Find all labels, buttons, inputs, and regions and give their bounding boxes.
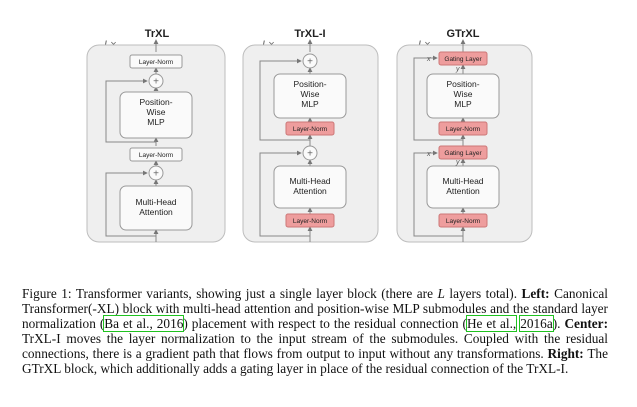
gate-y-label: y xyxy=(455,159,460,166)
left-label: Left: xyxy=(521,286,550,301)
svg-text:Gating Layer: Gating Layer xyxy=(444,150,482,157)
svg-text:Gating Layer: Gating Layer xyxy=(444,56,482,63)
panel-title: TrXL xyxy=(145,28,170,40)
svg-text:+: + xyxy=(153,169,159,180)
citation-link[interactable]: Ba et al., 2016 xyxy=(103,314,185,332)
residual-add: + xyxy=(302,53,318,69)
svg-text:Layer-Norm: Layer-Norm xyxy=(293,126,327,133)
svg-text:Layer-Norm: Layer-Norm xyxy=(446,126,480,133)
gating-layer-block: Gating Layer xyxy=(438,145,488,160)
svg-text:Layer-Norm: Layer-Norm xyxy=(293,218,327,225)
mlp-block: Position-Wise MLP xyxy=(426,73,500,119)
layer-norm-block: Layer-Norm xyxy=(285,121,335,136)
figure-caption: Figure 1: Transformer variants, showing … xyxy=(22,286,609,376)
citation-link[interactable]: 2016a xyxy=(519,314,554,332)
layer-norm-block: Layer-Norm xyxy=(438,213,488,228)
residual-add: + xyxy=(148,73,164,89)
svg-text:+: + xyxy=(153,77,159,88)
layer-norm-block: Layer-Norm xyxy=(285,213,335,228)
residual-add: + xyxy=(302,145,318,161)
mlp-block: Position-Wise MLP xyxy=(273,73,347,119)
layer-norm-block: Layer-Norm xyxy=(438,121,488,136)
right-label: Right: xyxy=(547,345,584,361)
panel-trxl-i: TrXL-I L× Layer-Norm Multi-HeadAttention… xyxy=(242,28,379,243)
residual-add: + xyxy=(148,165,164,181)
svg-text:+: + xyxy=(307,149,313,160)
svg-text:Layer-Norm: Layer-Norm xyxy=(139,59,173,66)
panel-title: TrXL-I xyxy=(294,28,325,40)
svg-text:Layer-Norm: Layer-Norm xyxy=(139,152,173,159)
gating-layer-block: Gating Layer xyxy=(438,51,488,66)
panel-gtrxl: GTrXL L× Layer-Norm Multi-HeadAttention … xyxy=(396,28,533,243)
layer-norm-block: Layer-Norm xyxy=(129,147,183,162)
panel-title: GTrXL xyxy=(446,28,479,40)
attention-block: Multi-Head Attention xyxy=(119,185,193,231)
gate-x-label: x xyxy=(426,56,431,63)
layer-norm-block: Layer-Norm xyxy=(129,54,183,69)
svg-text:+: + xyxy=(307,57,313,68)
mlp-block: Position-Wise MLP xyxy=(119,91,193,139)
caption-label: Figure 1: xyxy=(22,286,72,301)
gate-y-label: y xyxy=(455,66,460,73)
attention-block: Multi-Head Attention xyxy=(426,165,500,209)
citation-link[interactable]: He et al., xyxy=(465,314,518,332)
attention-block: Multi-Head Attention xyxy=(273,165,347,209)
gate-x-label: x xyxy=(426,151,431,158)
center-label: Center: xyxy=(564,315,609,331)
svg-text:Layer-Norm: Layer-Norm xyxy=(446,218,480,225)
